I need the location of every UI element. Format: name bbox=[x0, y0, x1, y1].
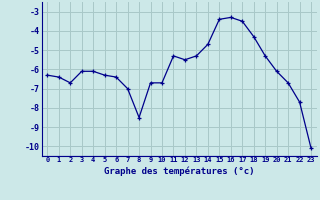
X-axis label: Graphe des températures (°c): Graphe des températures (°c) bbox=[104, 166, 254, 176]
